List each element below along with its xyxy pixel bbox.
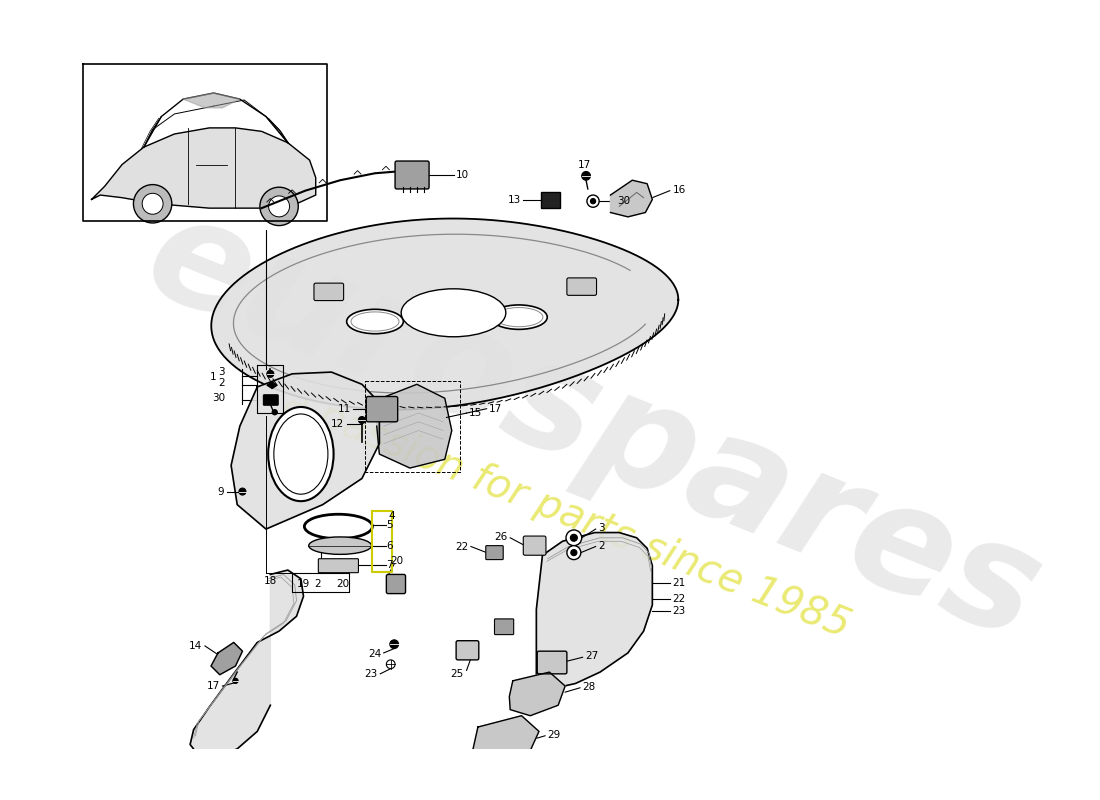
Polygon shape xyxy=(211,218,679,410)
Circle shape xyxy=(571,550,576,556)
Circle shape xyxy=(133,185,172,223)
Polygon shape xyxy=(190,570,304,758)
FancyBboxPatch shape xyxy=(486,546,503,559)
Ellipse shape xyxy=(491,305,548,330)
Text: 2: 2 xyxy=(598,541,605,550)
Polygon shape xyxy=(509,672,565,716)
FancyBboxPatch shape xyxy=(395,161,429,189)
Circle shape xyxy=(566,530,582,546)
Text: 11: 11 xyxy=(338,404,351,414)
Text: 19: 19 xyxy=(297,579,310,589)
Text: 15: 15 xyxy=(470,408,483,418)
Text: 28: 28 xyxy=(583,682,596,692)
Text: 27: 27 xyxy=(585,651,598,662)
Text: a passion for parts since 1985: a passion for parts since 1985 xyxy=(278,382,856,646)
Text: 2: 2 xyxy=(314,579,320,589)
Text: 30: 30 xyxy=(617,196,630,206)
Ellipse shape xyxy=(346,310,404,334)
Polygon shape xyxy=(231,372,380,529)
Circle shape xyxy=(587,195,600,207)
Text: 3: 3 xyxy=(219,367,225,377)
FancyBboxPatch shape xyxy=(314,283,343,301)
Circle shape xyxy=(591,198,596,204)
Text: 10: 10 xyxy=(456,170,470,180)
Text: 9: 9 xyxy=(218,486,224,497)
FancyBboxPatch shape xyxy=(263,394,278,406)
Text: 13: 13 xyxy=(507,195,520,206)
Circle shape xyxy=(566,546,581,559)
Text: 7: 7 xyxy=(386,560,393,570)
Circle shape xyxy=(239,488,246,495)
Text: 22: 22 xyxy=(672,594,685,604)
Polygon shape xyxy=(377,384,452,468)
Text: 3: 3 xyxy=(598,523,605,534)
Polygon shape xyxy=(610,180,652,217)
Text: 14: 14 xyxy=(189,641,202,651)
Polygon shape xyxy=(473,716,539,762)
Polygon shape xyxy=(211,642,242,674)
Text: 6: 6 xyxy=(386,541,393,550)
Text: 17: 17 xyxy=(578,159,591,170)
Circle shape xyxy=(386,660,395,669)
FancyBboxPatch shape xyxy=(366,397,398,422)
Polygon shape xyxy=(183,93,240,108)
Text: 20: 20 xyxy=(336,579,349,589)
Ellipse shape xyxy=(305,514,373,538)
Text: 22: 22 xyxy=(455,542,469,551)
FancyBboxPatch shape xyxy=(541,193,560,208)
Circle shape xyxy=(142,194,163,214)
Text: eurospares: eurospares xyxy=(126,182,1060,671)
Polygon shape xyxy=(267,382,277,389)
Text: 25: 25 xyxy=(451,669,464,679)
Text: 18: 18 xyxy=(264,577,277,586)
Circle shape xyxy=(233,678,238,683)
Text: 30: 30 xyxy=(212,394,226,403)
Ellipse shape xyxy=(268,407,333,501)
Circle shape xyxy=(268,196,289,217)
Circle shape xyxy=(571,534,578,542)
Circle shape xyxy=(582,171,591,180)
Text: 2: 2 xyxy=(219,378,225,387)
Text: 1: 1 xyxy=(210,372,217,382)
Circle shape xyxy=(267,370,274,378)
FancyBboxPatch shape xyxy=(386,574,406,594)
FancyBboxPatch shape xyxy=(495,619,514,634)
Text: 17: 17 xyxy=(207,681,220,691)
FancyBboxPatch shape xyxy=(318,558,359,573)
Text: 5: 5 xyxy=(386,520,393,530)
Circle shape xyxy=(272,410,277,415)
Polygon shape xyxy=(91,128,316,208)
Text: 26: 26 xyxy=(494,532,507,542)
Text: 24: 24 xyxy=(367,649,381,658)
FancyBboxPatch shape xyxy=(566,278,596,295)
Text: 12: 12 xyxy=(331,419,344,430)
FancyBboxPatch shape xyxy=(537,651,566,674)
Ellipse shape xyxy=(309,537,372,554)
FancyBboxPatch shape xyxy=(456,641,478,660)
Text: 23: 23 xyxy=(672,606,685,616)
Circle shape xyxy=(389,640,398,649)
Text: 29: 29 xyxy=(548,730,561,740)
Text: 4: 4 xyxy=(388,511,395,521)
Text: 20: 20 xyxy=(390,556,404,566)
Text: 17: 17 xyxy=(490,404,503,414)
FancyBboxPatch shape xyxy=(524,536,546,555)
Ellipse shape xyxy=(402,289,506,337)
Polygon shape xyxy=(537,533,652,688)
Text: 16: 16 xyxy=(672,185,685,195)
Circle shape xyxy=(359,417,365,423)
Text: 23: 23 xyxy=(364,669,377,679)
Text: 21: 21 xyxy=(672,578,685,588)
Circle shape xyxy=(260,187,298,226)
